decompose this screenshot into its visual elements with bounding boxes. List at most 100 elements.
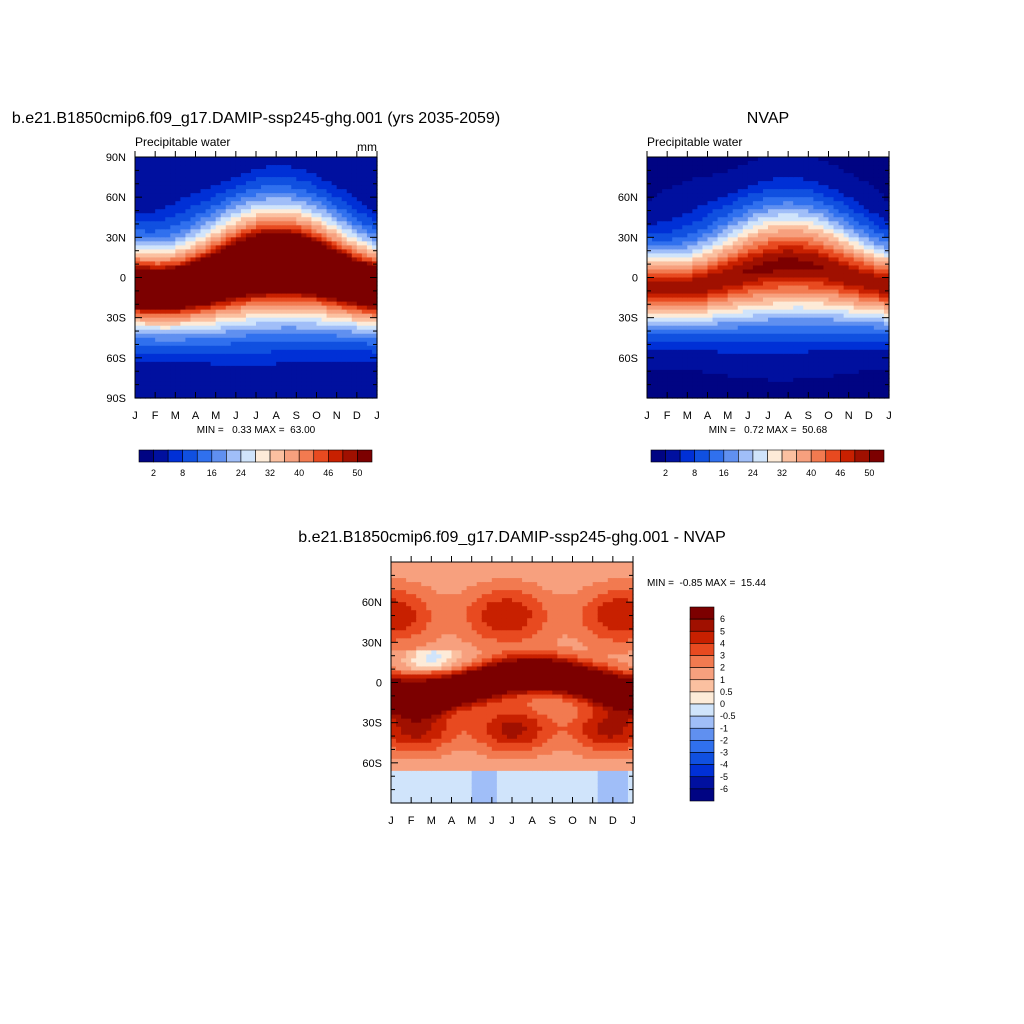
obs-cell (712, 213, 719, 218)
model-cell (256, 285, 262, 291)
model-cell (366, 297, 373, 303)
obs-cell (752, 233, 759, 238)
model-cell (296, 157, 302, 162)
model-cell (301, 353, 308, 359)
obs-cell (752, 385, 759, 391)
model-cell (140, 273, 146, 279)
model-cell (250, 309, 257, 315)
obs-cell (662, 357, 668, 363)
obs-cell (657, 341, 663, 347)
obs-cell (712, 221, 719, 226)
obs-cell (647, 213, 653, 218)
model-cell (356, 381, 363, 387)
model-cell (155, 253, 161, 259)
obs-cell (742, 317, 749, 323)
obs-cell (732, 393, 739, 399)
model-cell (326, 373, 333, 379)
model-cell (261, 221, 267, 226)
model-cell (235, 249, 242, 254)
obs-cell (697, 321, 704, 327)
model-cell (336, 269, 343, 275)
obs-cell (752, 313, 759, 319)
obs-cell (788, 229, 794, 234)
model-cell (210, 325, 217, 331)
model-cell (220, 393, 227, 399)
model-cell (366, 349, 373, 355)
obs-cell (778, 325, 784, 331)
obs-cell (793, 245, 799, 250)
obs-cell (692, 361, 699, 367)
obs-cell (667, 393, 673, 399)
model-cell (180, 317, 187, 323)
obs-cell (803, 341, 809, 347)
obs-cell (727, 377, 734, 383)
obs-cell (652, 353, 658, 359)
model-cell (175, 309, 181, 315)
model-cell (346, 289, 353, 295)
model-cell (301, 293, 308, 299)
model-cell (195, 301, 202, 307)
model-cell (261, 257, 267, 263)
obs-cell (722, 233, 729, 238)
model-cell (165, 341, 171, 347)
obs-cell (707, 361, 714, 367)
model-cell (190, 249, 197, 254)
model-cell (135, 205, 141, 210)
model-cell (135, 265, 141, 271)
model-cell (361, 285, 368, 291)
model-cell (301, 249, 308, 254)
obs-cell (808, 297, 814, 303)
model-cell (140, 157, 146, 162)
model-cell (351, 253, 358, 259)
model-cell (155, 305, 161, 311)
obs-cell (707, 225, 714, 230)
obs-cell (707, 229, 714, 234)
obs-cell (773, 301, 779, 307)
obs-cell (783, 185, 789, 190)
obs-cell (697, 377, 704, 383)
model-cell (200, 333, 207, 339)
model-cell (160, 357, 166, 363)
obs-cell (697, 177, 704, 182)
model-cell (256, 161, 262, 166)
model-cell (160, 297, 166, 303)
obs-cell (677, 193, 683, 198)
obs-cell (793, 269, 799, 275)
model-cell (331, 329, 338, 335)
model-cell (306, 305, 313, 311)
model-cell (235, 225, 242, 230)
model-cell (235, 229, 242, 234)
obs-cell (662, 385, 668, 391)
model-cell (261, 173, 267, 178)
obs-cell (762, 173, 769, 178)
model-colorbar-label: 16 (207, 468, 217, 478)
obs-cell (647, 197, 653, 202)
obs-cell (717, 357, 724, 363)
model-cell (351, 265, 358, 271)
obs-cell (647, 353, 653, 359)
obs-cell (657, 289, 663, 295)
model-cell (341, 189, 348, 194)
model-cell (150, 329, 156, 335)
model-cell (245, 169, 252, 174)
model-cell (205, 309, 212, 315)
model-cell (341, 165, 348, 170)
model-cell (235, 369, 242, 375)
model-cell (150, 349, 156, 355)
model-cell (326, 177, 333, 182)
model-cell (281, 377, 287, 383)
model-cell (291, 165, 297, 170)
model-cell (346, 205, 353, 210)
model-cell (220, 181, 227, 186)
obs-cell (793, 361, 799, 367)
obs-cell (798, 297, 804, 303)
obs-cell (717, 229, 724, 234)
model-cell (326, 201, 333, 206)
obs-cell (722, 361, 729, 367)
obs-cell (712, 173, 719, 178)
obs-cell (692, 249, 699, 254)
obs-cell (692, 213, 699, 218)
model-cell (155, 317, 161, 323)
model-cell (160, 389, 166, 395)
model-cell (245, 161, 252, 166)
